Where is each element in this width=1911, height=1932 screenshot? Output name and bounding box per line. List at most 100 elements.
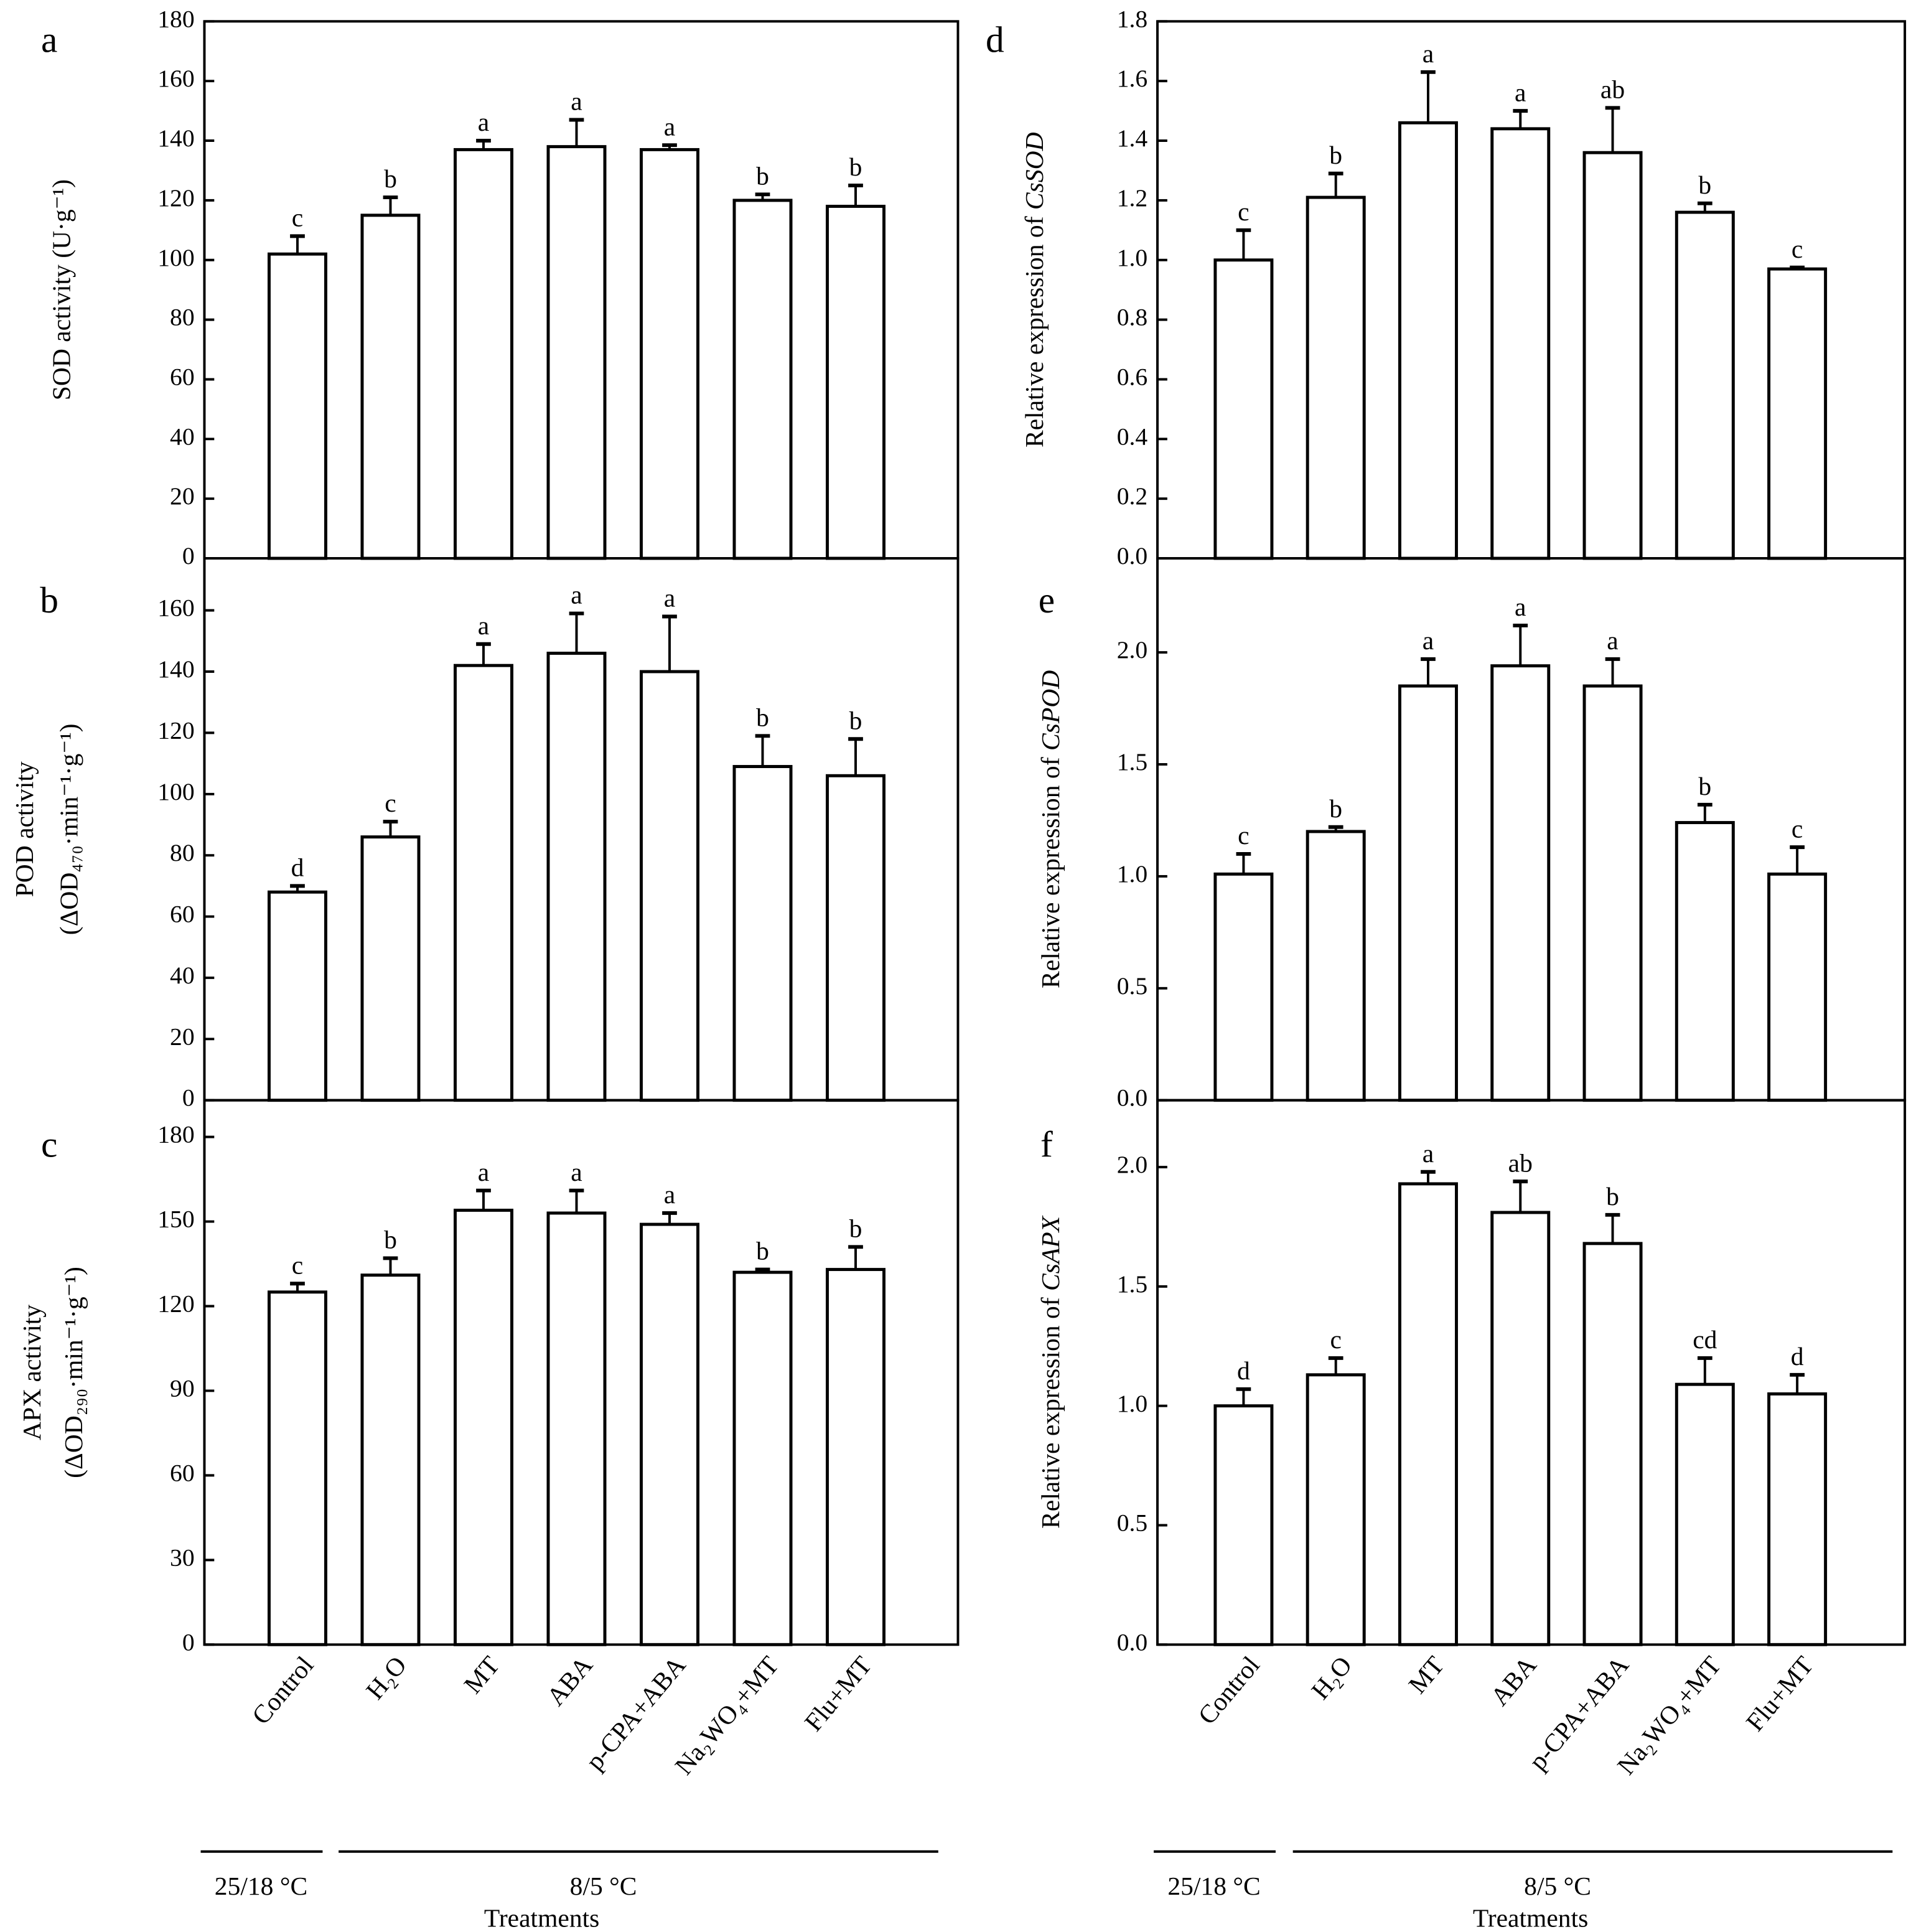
bar-Flu+MT	[1767, 872, 1828, 1102]
significance-letter: a	[478, 611, 489, 640]
y-tick-label: 0.5	[1117, 972, 1147, 1000]
y-tick-label: 90	[170, 1375, 195, 1402]
significance-letter: a	[478, 1158, 489, 1186]
y-axis-label-text: Relative expression of	[1035, 751, 1064, 988]
panel-f: f 0.0 0.5 1.0 1.5 2.0 Relative expression of C…	[1035, 1099, 1907, 1780]
bar-Na₂WO₄+MT	[732, 199, 793, 560]
bar-H₂O	[360, 1273, 421, 1646]
bar-p-CPA+ABA	[640, 148, 699, 560]
bar-MT	[453, 664, 513, 1102]
y-axis-label: (ΔOD₂₉₀·min⁻¹·g⁻¹)	[59, 1267, 88, 1478]
y-tick-label: 60	[170, 901, 195, 928]
y-tick-label: 0.4	[1117, 423, 1148, 450]
significance-letter: d	[291, 853, 304, 882]
y-tick-label: 120	[157, 184, 194, 212]
y-tick-label: 140	[157, 655, 194, 683]
significance-letter: cd	[1693, 1325, 1717, 1354]
bar-Control	[267, 252, 327, 560]
significance-letter: a	[1515, 78, 1526, 106]
bar-Control	[1213, 258, 1274, 560]
significance-letter: b	[1329, 141, 1342, 169]
x-group-annotation-right: 25/18 °C 8/5 °C Treatments	[1154, 1850, 1893, 1932]
significance-letter: b	[756, 1237, 769, 1265]
bar-Control	[267, 1290, 327, 1646]
y-tick-label: 40	[170, 962, 195, 989]
x-tick-label: MT	[1403, 1651, 1449, 1699]
y-axis-label: (ΔOD₄₇₀·min⁻¹·g⁻¹)	[54, 724, 83, 936]
y-axis-label: Relative expression of CsSOD	[1020, 132, 1049, 448]
y-tick-label: 0.0	[1117, 1084, 1147, 1112]
y-tick-label: 0.0	[1117, 542, 1147, 570]
group-label-cold-temp: 8/5 °C	[570, 1872, 637, 1900]
y-tick-label: 0.5	[1117, 1509, 1147, 1537]
panel-c: c 0 30 60 90 120 150 180 APX activity (ΔOD₂₉₀·min…	[17, 1099, 960, 1780]
x-tick-label: Flu+MT	[1740, 1651, 1819, 1737]
bar-MT	[1398, 684, 1458, 1102]
y-axis-label-text: Relative expression of	[1035, 1291, 1064, 1529]
y-tick-label: 20	[170, 1023, 195, 1050]
y-tick-label: 1.4	[1117, 124, 1148, 152]
y-axis-label: APX activity	[17, 1305, 46, 1440]
y-tick-label: 180	[157, 5, 194, 32]
group-label-cold-temp: 8/5 °C	[1524, 1872, 1591, 1900]
significance-letter: b	[849, 706, 862, 734]
panel-letter: a	[41, 19, 57, 60]
bar-MT	[453, 148, 513, 560]
y-tick-label: 60	[170, 363, 195, 391]
bar-MT	[1398, 121, 1458, 560]
significance-letter: c	[292, 204, 303, 232]
bar-Na₂WO₄+MT	[1675, 210, 1735, 560]
y-tick-label: 1.0	[1117, 860, 1147, 888]
y-tick-label: 140	[157, 124, 194, 152]
bar-Na₂WO₄+MT	[732, 765, 793, 1102]
panel-letter: d	[986, 19, 1004, 60]
significance-letter: a	[571, 581, 582, 609]
significance-letter: a	[1423, 626, 1434, 655]
y-tick-label: 100	[157, 244, 194, 271]
significance-letter: b	[1606, 1182, 1619, 1211]
significance-letter: ab	[1508, 1148, 1533, 1177]
y-tick-label: 160	[157, 65, 194, 92]
y-tick-label: 1.2	[1117, 184, 1147, 212]
significance-letter: c	[1792, 235, 1803, 263]
significance-letter: b	[384, 1226, 397, 1254]
x-tick-label: ABA	[541, 1651, 598, 1711]
significance-letter: c	[1330, 1325, 1341, 1354]
y-axis-label-gene: CsSOD	[1020, 132, 1049, 210]
bar-Flu+MT	[1767, 267, 1828, 560]
bar-H₂O	[360, 835, 421, 1102]
y-tick-label: 0.8	[1117, 304, 1147, 331]
y-axis-label-gene: CsAPX	[1035, 1215, 1064, 1291]
y-tick-label: 0.6	[1117, 363, 1147, 391]
bar-ABA	[1490, 127, 1551, 560]
bar-Na₂WO₄+MT	[1675, 1382, 1735, 1646]
significance-letter: b	[1329, 794, 1342, 823]
panel-d: d 0.0 0.2 0.4 0.6 0.8 1.0 1.2 1.4 1.6 1.8 Relative …	[986, 5, 1907, 570]
panel-a: a 0 20 40 60 80 100 120 140 160 180 SOD activity (U…	[41, 5, 960, 570]
bar-p-CPA+ABA	[1582, 151, 1643, 560]
bar-p-CPA+ABA	[1582, 1242, 1643, 1646]
significance-letter: d	[1791, 1342, 1804, 1371]
y-tick-label: 1.8	[1117, 5, 1147, 32]
y-tick-label: 160	[157, 594, 194, 622]
significance-letter: c	[1792, 814, 1803, 843]
bar-ABA	[546, 145, 607, 560]
x-tick-label: H₂O	[360, 1651, 412, 1705]
x-group-annotation-left: 25/18 °C 8/5 °C Treatments	[200, 1850, 938, 1932]
bar-p-CPA+ABA	[640, 1222, 699, 1646]
bar-H₂O	[1306, 830, 1366, 1102]
y-tick-label: 0.0	[1117, 1628, 1147, 1656]
significance-letter: b	[756, 703, 769, 732]
x-tick-label: MT	[458, 1651, 505, 1699]
y-tick-label: 1.0	[1117, 1390, 1147, 1417]
panel-letter: f	[1040, 1123, 1053, 1165]
y-tick-label: 0	[182, 1628, 195, 1656]
x-tick-label: Control	[246, 1651, 319, 1730]
significance-letter: c	[1238, 821, 1249, 850]
y-axis-label: Relative expression of CsPOD	[1035, 670, 1064, 988]
group-label-control-temp: 25/18 °C	[1167, 1872, 1260, 1900]
x-tick-label: Control	[1192, 1651, 1265, 1730]
y-tick-label: 80	[170, 839, 195, 866]
y-tick-label: 40	[170, 423, 195, 450]
y-tick-label: 0	[182, 542, 195, 570]
